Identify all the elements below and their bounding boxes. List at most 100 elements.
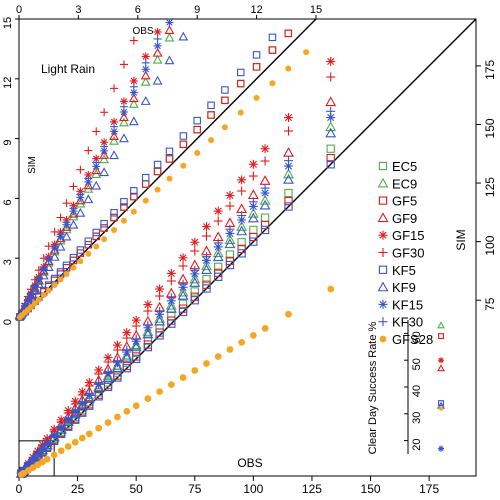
main-point-gfs28-shape — [132, 402, 140, 410]
inset-point-kf5-shape — [153, 160, 162, 169]
main-point-gf9 — [259, 175, 271, 185]
inset-point-gfs28-shape — [85, 250, 92, 257]
main-point-kf5 — [249, 237, 258, 246]
main-point-ec5-shape — [284, 188, 293, 198]
main-point-gf15-stroke — [284, 113, 293, 122]
main-point-gf15-stroke — [327, 57, 335, 66]
main-point-kf9-shape — [212, 251, 224, 262]
main-point-kf9 — [83, 393, 95, 403]
inset-point-gfs28 — [93, 243, 100, 250]
main-point-gf30 — [213, 216, 223, 226]
inset-point-gf30 — [69, 182, 78, 191]
main-point-kf5-shape — [113, 373, 122, 382]
main-point-ec5-shape — [225, 250, 235, 259]
legend-marker-gf5-shape — [378, 196, 388, 205]
clear-point-gf15-stroke — [438, 357, 444, 363]
main-point-gf15-stroke — [261, 145, 269, 153]
main-point-kf30 — [112, 356, 122, 366]
inset-point-gf5-shape — [179, 140, 188, 149]
inset-point-gf9 — [140, 70, 151, 80]
inset-point-kf30 — [100, 142, 109, 151]
main-point-gf5 — [225, 256, 235, 266]
legend-marker-kf15-stroke — [379, 300, 387, 308]
inset-point-ec5-shape — [193, 125, 201, 134]
inset-point-ec5 — [207, 111, 215, 119]
main-point-gfs28-shape — [285, 310, 292, 318]
inset-point-gf9-shape — [91, 165, 102, 175]
inset-point-kf5 — [237, 68, 245, 77]
inset-point-gf5 — [120, 203, 128, 211]
clear-tick-label: 50 — [411, 358, 423, 370]
main-point-kf5 — [190, 296, 199, 305]
main-y-axis-label: SIM — [454, 229, 468, 250]
inset-point-kf30 — [69, 204, 78, 213]
main-point-gfs28 — [57, 447, 65, 455]
inset-point-ec5-shape — [252, 63, 261, 71]
data-points — [15, 18, 337, 478]
inset-y-tick-label: 9 — [2, 140, 14, 146]
legend-label-kf9: KF9 — [392, 280, 416, 295]
inset-point-gf15-stroke — [130, 77, 138, 85]
main-point-gfs28-shape — [104, 419, 112, 426]
inset-point-gfs28 — [142, 197, 149, 204]
inset-point-gf30 — [119, 60, 128, 69]
main-x-tick-label: 50 — [129, 482, 143, 496]
inset-point-kf15-stroke — [142, 66, 149, 73]
inset-point-gfs28 — [194, 149, 201, 156]
inset-point-ec9-shape — [140, 76, 151, 86]
main-point-gf9 — [247, 189, 259, 199]
legend-label-ec5: EC5 — [392, 159, 417, 174]
inset-point-gfs28 — [35, 296, 42, 303]
main-point-kf5-shape — [103, 382, 113, 392]
inset-point-gf9-shape — [128, 93, 139, 103]
main-point-gf9 — [325, 96, 337, 107]
inset-point-kf30 — [30, 282, 39, 291]
main-point-gfs28-shape — [78, 434, 86, 442]
legend-marker-ec5 — [378, 161, 388, 171]
legend-label-gf9: GF9 — [392, 211, 417, 226]
main-point-gfs28 — [64, 443, 72, 450]
inset-point-gf30 — [50, 227, 59, 236]
inset-point-ec5 — [284, 29, 293, 38]
main-point-gfs28 — [114, 413, 121, 421]
inset-point-gf30 — [100, 108, 109, 117]
inset-point-ec9-shape — [119, 117, 129, 127]
legend-marker-gf9 — [377, 212, 389, 223]
main-point-gf5-shape — [225, 256, 235, 266]
main-point-ec9-shape — [283, 168, 294, 179]
clear-tick-label: 30 — [411, 412, 423, 424]
legend-marker-ec9-shape — [377, 177, 389, 188]
inset-point-kf9-shape — [152, 75, 163, 85]
main-point-kf9-shape — [121, 351, 133, 362]
inset-point-ec9-shape — [99, 154, 110, 164]
inset-point-kf9 — [91, 180, 102, 190]
inset-point-ec9 — [99, 154, 110, 164]
inset-x-tick-label: 3 — [75, 4, 81, 16]
legend-marker-gf9-shape — [377, 212, 389, 223]
inset-x-tick-label: 6 — [135, 4, 141, 16]
main-point-kf9 — [165, 302, 177, 313]
main-point-kf5 — [202, 284, 211, 293]
legend-marker-kf30 — [378, 317, 388, 327]
inset-point-gf5 — [100, 224, 108, 232]
main-point-kf5-shape — [284, 202, 293, 211]
inset-point-kf15-stroke — [166, 19, 173, 26]
main-point-gfs28-shape — [226, 346, 234, 353]
inset-point-gf5-shape — [153, 167, 162, 176]
inset-point-kf5 — [120, 198, 128, 206]
main-point-gfs28 — [156, 388, 163, 396]
main-point-ec5 — [167, 311, 176, 321]
main-point-gf30 — [225, 201, 235, 211]
main-point-kf30 — [103, 367, 113, 377]
inset-point-ec5 — [141, 180, 150, 188]
main-point-kf15-stroke — [284, 162, 293, 170]
inset-point-kf15 — [141, 65, 150, 74]
main-point-gfs28-shape — [249, 332, 257, 339]
main-point-kf9-shape — [165, 302, 177, 313]
main-point-gf15 — [178, 253, 188, 263]
clear-point-gfs28 — [438, 406, 444, 411]
inset-point-gf5 — [207, 111, 215, 119]
main-point-gf15-stroke — [214, 207, 222, 215]
main-point-kf9 — [41, 439, 53, 450]
clear-tick-label: 20 — [411, 438, 423, 450]
